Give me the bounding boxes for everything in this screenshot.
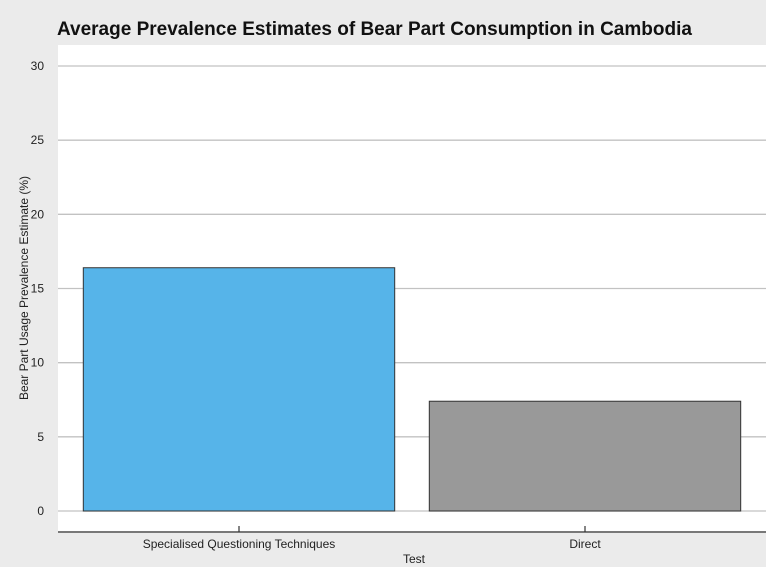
y-tick-label: 15 (31, 282, 45, 296)
y-tick-label: 0 (37, 504, 44, 518)
x-tick-label: Specialised Questioning Techniques (143, 537, 336, 551)
bar-specialised-questioning-techniques (82, 267, 396, 512)
y-tick-label: 30 (31, 59, 45, 73)
x-axis-label: Test (403, 552, 426, 566)
bar-direct (428, 400, 742, 512)
y-tick-label: 5 (37, 430, 44, 444)
x-tick-label: Direct (569, 537, 601, 551)
y-axis-label: Bear Part Usage Prevalence Estimate (%) (17, 176, 31, 400)
y-tick-label: 20 (31, 207, 45, 221)
y-tick-label: 10 (31, 356, 45, 370)
x-ticks: Specialised Questioning Techniques Direct (143, 526, 601, 551)
y-tick-label: 25 (31, 133, 45, 147)
bars (82, 267, 742, 512)
chart-title: Average Prevalence Estimates of Bear Par… (57, 19, 692, 40)
y-tick-labels: 0 5 10 15 20 25 30 (31, 59, 45, 518)
